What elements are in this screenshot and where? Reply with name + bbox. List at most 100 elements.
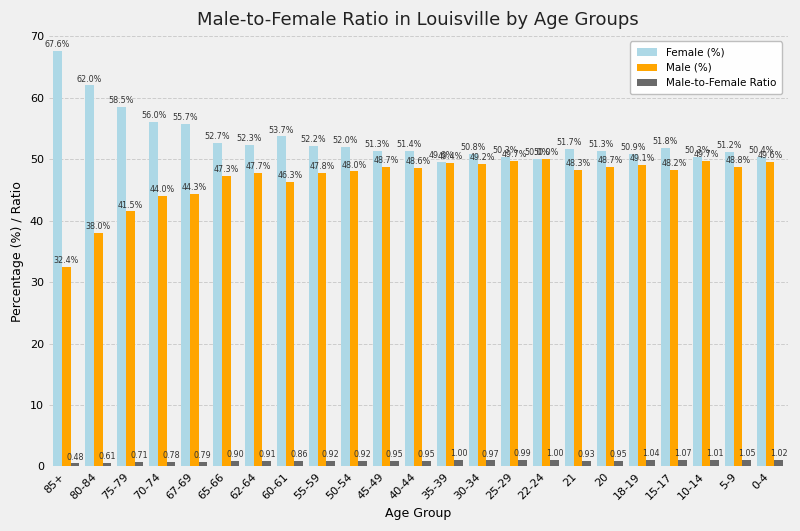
Text: 0.91: 0.91 bbox=[258, 450, 276, 459]
Text: 0.99: 0.99 bbox=[514, 450, 532, 458]
Text: 50.3%: 50.3% bbox=[685, 147, 710, 156]
Bar bbox=[214, 142, 222, 466]
Text: 62.0%: 62.0% bbox=[77, 74, 102, 83]
Bar bbox=[126, 211, 134, 466]
Bar bbox=[246, 145, 254, 466]
Text: 52.7%: 52.7% bbox=[205, 132, 230, 141]
Text: 48.3%: 48.3% bbox=[566, 159, 590, 168]
Text: 51.8%: 51.8% bbox=[653, 137, 678, 146]
Text: 0.79: 0.79 bbox=[194, 451, 212, 460]
Text: 47.3%: 47.3% bbox=[214, 165, 239, 174]
Bar bbox=[606, 167, 614, 466]
Text: 50.9%: 50.9% bbox=[621, 143, 646, 152]
Text: 0.93: 0.93 bbox=[578, 450, 595, 459]
Text: 1.00: 1.00 bbox=[546, 449, 563, 458]
Bar bbox=[102, 463, 111, 466]
Text: 49.7%: 49.7% bbox=[502, 150, 527, 159]
Text: 52.0%: 52.0% bbox=[333, 136, 358, 145]
Text: 0.92: 0.92 bbox=[322, 450, 340, 459]
Bar bbox=[542, 159, 550, 466]
Bar bbox=[478, 164, 486, 466]
Bar bbox=[318, 173, 326, 466]
Bar bbox=[518, 460, 527, 466]
Bar bbox=[550, 460, 559, 466]
Y-axis label: Percentage (%) / Ratio: Percentage (%) / Ratio bbox=[11, 181, 24, 322]
Text: 49.7%: 49.7% bbox=[694, 150, 718, 159]
Bar bbox=[94, 233, 102, 466]
Bar bbox=[254, 173, 262, 466]
Text: 67.6%: 67.6% bbox=[45, 40, 70, 49]
Text: 51.2%: 51.2% bbox=[717, 141, 742, 150]
Text: 32.4%: 32.4% bbox=[54, 256, 79, 266]
Text: 48.7%: 48.7% bbox=[598, 156, 622, 165]
Bar bbox=[118, 107, 126, 466]
Bar bbox=[158, 196, 166, 466]
Text: 0.71: 0.71 bbox=[130, 451, 148, 460]
Text: 51.3%: 51.3% bbox=[589, 140, 614, 149]
Bar bbox=[614, 460, 623, 466]
Text: 1.01: 1.01 bbox=[706, 449, 723, 458]
Text: 1.04: 1.04 bbox=[642, 449, 659, 458]
Bar bbox=[54, 51, 62, 466]
Bar bbox=[405, 150, 414, 466]
Bar bbox=[294, 461, 303, 466]
Bar bbox=[358, 461, 367, 466]
Text: 50.3%: 50.3% bbox=[493, 147, 518, 156]
Bar bbox=[222, 176, 230, 466]
Text: 50.0%: 50.0% bbox=[525, 148, 550, 157]
Bar bbox=[230, 461, 239, 466]
Bar bbox=[646, 460, 655, 466]
Text: 53.7%: 53.7% bbox=[269, 125, 294, 134]
Bar bbox=[661, 148, 670, 466]
Bar bbox=[510, 161, 518, 466]
Text: 44.3%: 44.3% bbox=[182, 183, 207, 192]
Bar bbox=[182, 124, 190, 466]
Text: 0.86: 0.86 bbox=[290, 450, 307, 459]
Bar bbox=[437, 161, 446, 466]
Text: 48.8%: 48.8% bbox=[726, 156, 750, 165]
Bar bbox=[373, 151, 382, 466]
Text: 0.61: 0.61 bbox=[98, 452, 116, 461]
Text: 0.48: 0.48 bbox=[66, 452, 84, 461]
Text: 50.4%: 50.4% bbox=[749, 146, 774, 155]
Text: 0.92: 0.92 bbox=[354, 450, 372, 459]
Bar bbox=[62, 267, 70, 466]
X-axis label: Age Group: Age Group bbox=[385, 507, 451, 520]
Bar bbox=[286, 182, 294, 466]
Bar bbox=[469, 154, 478, 466]
Bar bbox=[326, 461, 335, 466]
Text: 49.1%: 49.1% bbox=[630, 154, 654, 163]
Bar bbox=[533, 159, 542, 466]
Bar bbox=[710, 460, 719, 466]
Text: 47.8%: 47.8% bbox=[310, 162, 335, 171]
Text: 51.7%: 51.7% bbox=[557, 138, 582, 147]
Bar bbox=[382, 167, 390, 466]
Bar bbox=[422, 460, 431, 466]
Bar bbox=[454, 460, 463, 466]
Text: 0.78: 0.78 bbox=[162, 451, 180, 460]
Bar bbox=[597, 151, 606, 466]
Bar bbox=[134, 462, 143, 466]
Bar bbox=[742, 460, 751, 466]
Text: 38.0%: 38.0% bbox=[86, 222, 111, 231]
Bar bbox=[693, 157, 702, 466]
Text: 47.7%: 47.7% bbox=[246, 162, 271, 172]
Text: 49.2%: 49.2% bbox=[470, 153, 495, 162]
Bar bbox=[565, 149, 574, 466]
Text: 44.0%: 44.0% bbox=[150, 185, 175, 194]
Bar bbox=[638, 165, 646, 466]
Bar bbox=[734, 167, 742, 466]
Bar bbox=[766, 161, 774, 466]
Bar bbox=[757, 157, 766, 466]
Bar bbox=[350, 172, 358, 466]
Bar bbox=[702, 161, 710, 466]
Text: 0.90: 0.90 bbox=[226, 450, 244, 459]
Text: 41.5%: 41.5% bbox=[118, 201, 143, 210]
Bar bbox=[341, 147, 350, 466]
Text: 48.7%: 48.7% bbox=[374, 156, 399, 165]
Bar bbox=[725, 152, 734, 466]
Bar bbox=[190, 194, 198, 466]
Bar bbox=[390, 460, 399, 466]
Text: 49.6%: 49.6% bbox=[429, 151, 454, 160]
Text: 1.00: 1.00 bbox=[450, 449, 467, 458]
